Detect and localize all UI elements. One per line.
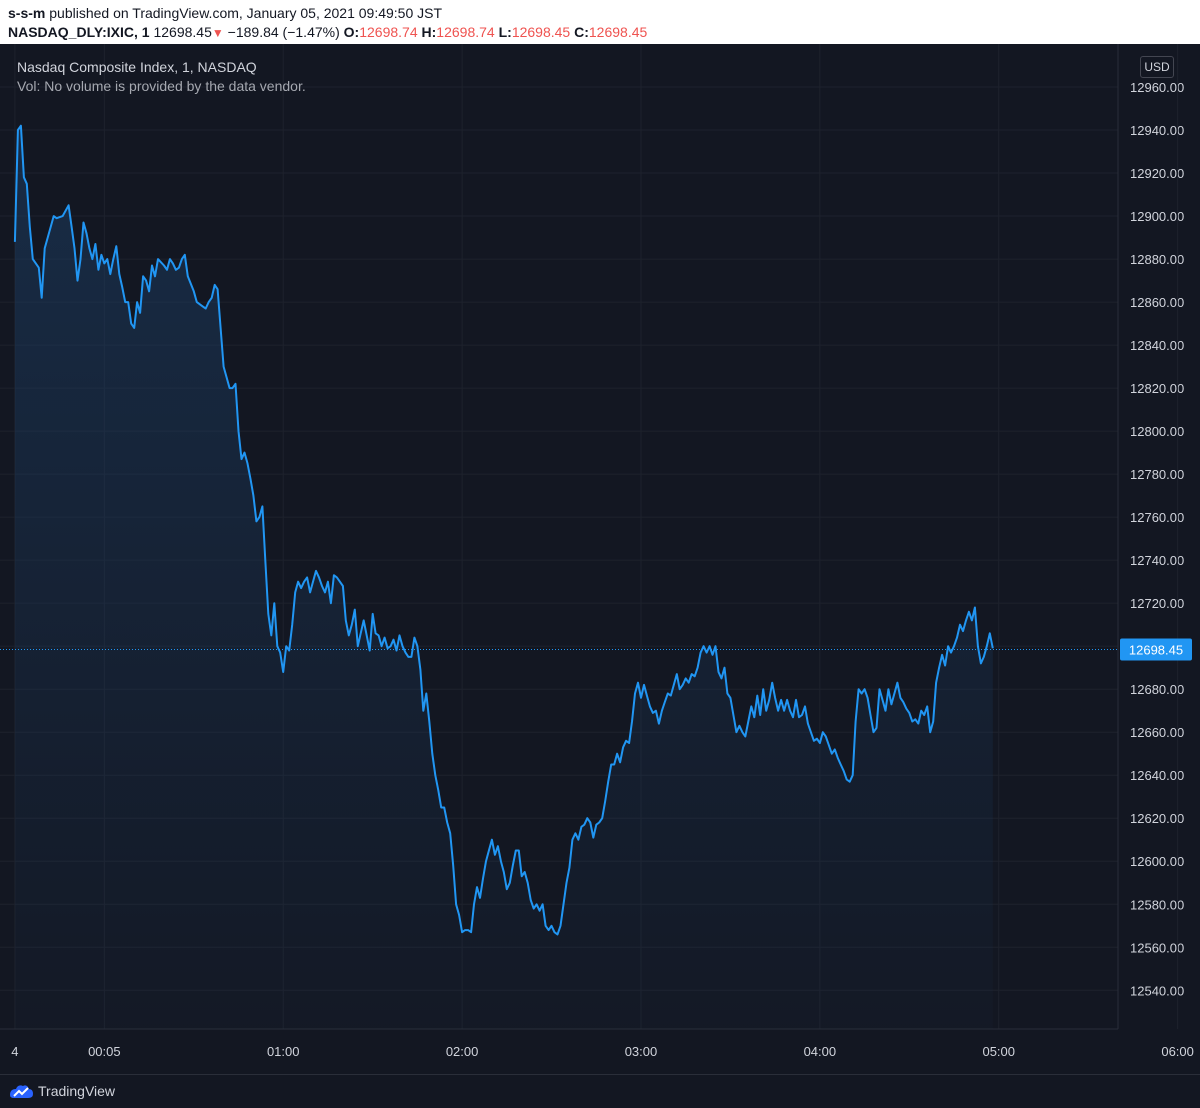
publication-line: s-s-m published on TradingView.com, Janu… (8, 5, 442, 21)
last-price-badge (1120, 638, 1192, 661)
currency-badge[interactable]: USD (1140, 56, 1174, 78)
x-tick-label: 4 (11, 1044, 18, 1059)
price-change: −189.84 (−1.47%) (227, 24, 340, 40)
low-value: 12698.45 (511, 24, 571, 40)
y-tick-label: 12540.00 (1130, 983, 1184, 998)
y-tick-label: 12600.00 (1130, 854, 1184, 869)
legend-volume: Vol: No volume is provided by the data v… (17, 78, 306, 94)
down-triangle-icon: ▼ (211, 26, 224, 40)
x-tick-label: 04:00 (804, 1044, 837, 1059)
low-label: L: (498, 24, 512, 40)
y-tick-label: 12680.00 (1130, 682, 1184, 697)
y-tick-label: 12740.00 (1130, 553, 1184, 568)
close-value: 12698.45 (588, 24, 648, 40)
publication-header: s-s-m published on TradingView.com, Janu… (0, 0, 1200, 44)
x-tick-label: 05:00 (982, 1044, 1015, 1059)
footer: TradingView (0, 1074, 1200, 1108)
x-tick-label: 00:05 (88, 1044, 121, 1059)
symbol-label: NASDAQ_DLY:IXIC, 1 (8, 24, 150, 40)
y-tick-label: 12820.00 (1130, 381, 1184, 396)
y-tick-label: 12960.00 (1130, 80, 1184, 95)
high-value: 12698.74 (436, 24, 495, 40)
y-tick-label: 12620.00 (1130, 811, 1184, 826)
y-tick-label: 12780.00 (1130, 467, 1184, 482)
last-price: 12698.45 (153, 24, 212, 40)
y-tick-label: 12760.00 (1130, 510, 1184, 525)
y-tick-label: 12880.00 (1130, 252, 1184, 267)
y-tick-label: 12840.00 (1130, 338, 1184, 353)
last-price-label: 12698.45 (1129, 643, 1183, 658)
y-tick-label: 12660.00 (1130, 725, 1184, 740)
published-text: published on TradingView.com, January 05… (49, 5, 443, 21)
y-tick-label: 12860.00 (1130, 295, 1184, 310)
author-name[interactable]: s-s-m (8, 5, 46, 21)
y-tick-label: 12720.00 (1130, 596, 1184, 611)
tradingview-logo[interactable]: TradingView (8, 1081, 115, 1101)
close-label: C: (574, 24, 589, 40)
y-tick-label: 12560.00 (1130, 940, 1184, 955)
tradingview-cloud-icon (10, 1085, 33, 1098)
y-tick-label: 12640.00 (1130, 768, 1184, 783)
x-tick-label: 06:00 (1161, 1044, 1194, 1059)
chart-area[interactable]: 12540.00 12560.00 12580.00 12600.00 12620.00… (0, 44, 1200, 1074)
y-tick-label: 12900.00 (1130, 209, 1184, 224)
legend-title: Nasdaq Composite Index, 1, NASDAQ (17, 59, 257, 75)
high-label: H: (421, 24, 437, 40)
y-tick-label: 12800.00 (1130, 424, 1184, 439)
open-value: 12698.74 (359, 24, 418, 40)
brand-name: TradingView (38, 1083, 116, 1099)
ohlc-line: NASDAQ_DLY:IXIC, 1 12698.45▼ −189.84 (−1… (8, 24, 647, 40)
open-label: O: (343, 24, 360, 40)
y-tick-label: 12580.00 (1130, 897, 1184, 912)
price-chart[interactable]: 12540.00 12560.00 12580.00 12600.00 12620.00… (0, 44, 1200, 1074)
x-tick-label: 02:00 (446, 1044, 479, 1059)
y-tick-label: 12920.00 (1130, 166, 1184, 181)
price-line (13, 124, 994, 936)
price-area-fill (14, 125, 993, 1029)
y-tick-label: 12940.00 (1130, 123, 1184, 138)
x-tick-label: 01:00 (267, 1044, 300, 1059)
x-tick-label: 03:00 (625, 1044, 658, 1059)
